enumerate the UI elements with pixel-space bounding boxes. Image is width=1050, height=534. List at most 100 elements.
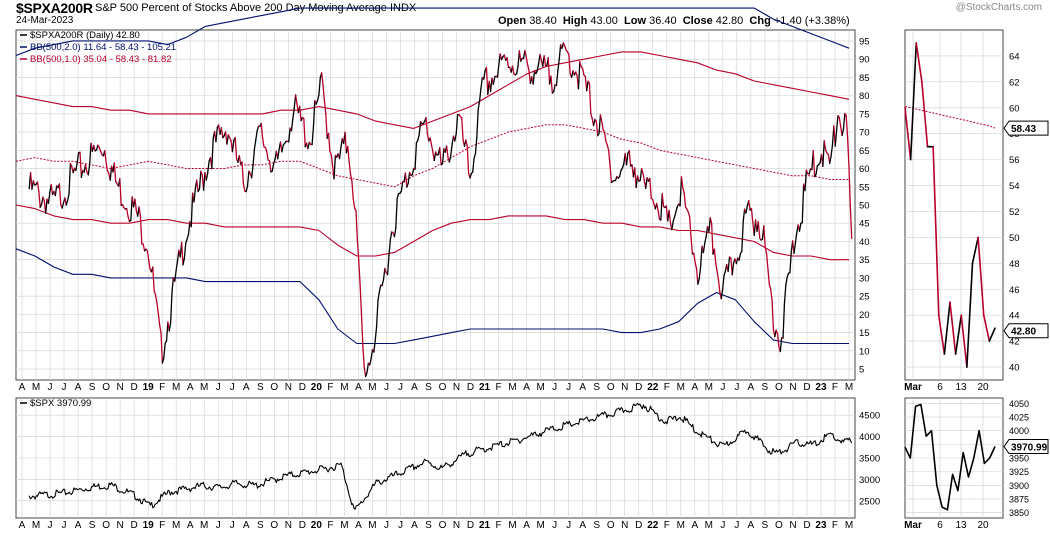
price-segment — [483, 70, 486, 80]
price-segment — [841, 128, 845, 137]
price-segment — [649, 177, 652, 200]
main-y-axis-tick-label: 25 — [859, 292, 870, 303]
close-label: Close — [682, 15, 713, 27]
price-segment — [731, 262, 735, 276]
price-segment — [119, 177, 122, 206]
price-segment — [271, 162, 275, 172]
spx-x-axis-tick-label: J — [216, 520, 221, 531]
spx-x-axis-tick-label: A — [411, 520, 418, 531]
spx-x-axis-tick-label: J — [230, 520, 235, 531]
main-x-axis-tick-label: 23 — [815, 382, 827, 393]
price-segment — [347, 145, 350, 163]
main-x-axis-tick-label: J — [398, 382, 403, 393]
inset-bb-middle — [904, 106, 996, 129]
price-segment — [651, 198, 655, 205]
spx-x-axis-tick-label: J — [62, 520, 67, 531]
inset-tick-label: 44 — [1009, 311, 1020, 322]
price-segment — [779, 337, 783, 353]
price-segment — [76, 151, 80, 163]
spx-x-axis-tick-label: 19 — [143, 520, 155, 531]
spx-x-axis-tick-label: S — [89, 520, 96, 531]
price-segment — [618, 169, 622, 178]
price-segment — [683, 191, 687, 208]
price-segment — [38, 190, 41, 208]
price-segment — [472, 157, 475, 173]
price-segment — [54, 185, 58, 197]
main-x-axis-tick-label: A — [187, 382, 194, 393]
price-segment — [370, 349, 374, 360]
main-x-axis-tick-label: A — [19, 382, 26, 393]
price-segment — [709, 217, 713, 225]
price-segment — [226, 134, 229, 145]
spx-x-axis-tick-label: N — [285, 520, 292, 531]
price-segment — [312, 99, 316, 128]
price-segment — [156, 301, 159, 314]
price-segment — [489, 77, 493, 93]
price-segment — [476, 108, 479, 138]
price-segment — [628, 150, 632, 167]
main-x-axis-tick-label: J — [720, 382, 725, 393]
main-x-axis-tick-label: F — [496, 382, 502, 393]
price-segment — [323, 100, 327, 115]
high-value: 43.00 — [590, 15, 618, 27]
price-segment — [702, 242, 706, 254]
main-x-axis-tick-label: F — [664, 382, 670, 393]
spx-x-axis-tick-label: M — [536, 520, 544, 531]
price-segment — [153, 290, 157, 296]
main-x-axis-tick-label: S — [257, 382, 264, 393]
price-segment — [333, 154, 337, 180]
main-x-axis-tick-label: M — [172, 382, 180, 393]
spx-x-axis-tick-label: N — [621, 520, 628, 531]
price-segment — [65, 199, 69, 206]
price-segment — [599, 114, 603, 122]
price-segment — [694, 261, 698, 270]
price-segment — [735, 257, 739, 265]
price-segment — [590, 112, 593, 120]
price-segment — [325, 113, 328, 140]
price-segment — [183, 242, 187, 260]
price-segment — [47, 192, 51, 204]
main-x-axis-tick-label: 19 — [143, 382, 155, 393]
price-segment — [742, 208, 746, 223]
price-segment — [621, 163, 625, 169]
inset-x-tick-label: 13 — [955, 382, 967, 393]
price-segment — [815, 165, 819, 176]
price-segment — [163, 342, 166, 359]
price-segment — [400, 181, 404, 193]
spx-x-axis-tick-label: M — [32, 520, 40, 531]
price-segment — [526, 64, 530, 72]
main-x-axis-tick-label: S — [425, 382, 432, 393]
price-segment — [146, 249, 150, 261]
price-segment — [127, 216, 131, 222]
price-segment — [557, 58, 560, 72]
price-segment — [429, 137, 433, 146]
price-segment — [348, 161, 352, 175]
price-segment — [84, 163, 88, 173]
main-x-axis-tick-label: J — [566, 382, 571, 393]
price-segment — [715, 262, 718, 272]
price-segment — [358, 259, 361, 286]
spx-inset-last-value-tag-box — [1003, 439, 1049, 455]
price-segment — [198, 170, 202, 190]
price-segment — [608, 149, 611, 167]
price-segment — [532, 70, 536, 85]
price-segment — [251, 164, 254, 179]
close-value: 42.80 — [715, 15, 744, 27]
chg-value: +1.40 (+3.38%) — [773, 15, 850, 27]
inset-price-segment — [977, 236, 985, 316]
price-segment — [182, 257, 186, 266]
spx-x-axis-tick-label: A — [75, 520, 82, 531]
main-x-axis-tick-label: O — [775, 382, 783, 393]
spx-x-axis-tick-label: A — [243, 520, 250, 531]
main-y-axis-tick-label: 65 — [859, 146, 870, 157]
price-segment — [640, 167, 644, 174]
price-segment — [775, 329, 779, 335]
price-segment — [723, 270, 727, 277]
price-segment — [142, 243, 146, 252]
price-segment — [518, 50, 522, 62]
price-segment — [478, 87, 482, 102]
spx-inset-tick-label: 3950 — [1009, 454, 1029, 464]
watermark: @StockCharts.com — [955, 2, 1042, 13]
spx-y-axis-tick-label: 3000 — [859, 475, 880, 486]
main-x-axis-tick-label: J — [216, 382, 221, 393]
